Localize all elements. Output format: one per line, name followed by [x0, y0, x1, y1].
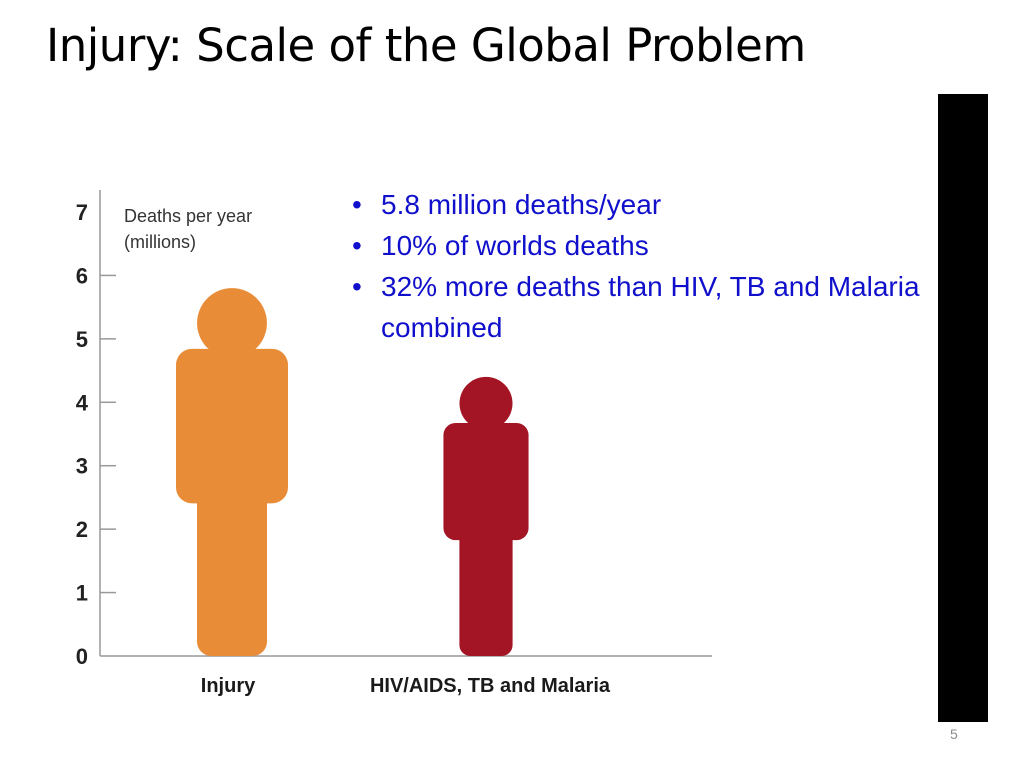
figure-torso [176, 348, 288, 504]
y-tick-label: 4 [76, 390, 89, 415]
page-number: 5 [950, 726, 958, 742]
bullet-item: • 32% more deaths than HIV, TB and Malari… [352, 266, 936, 348]
x-category-label: HIV/AIDS, TB and Malaria [370, 675, 611, 697]
bullet-text: 10% of worlds deaths [381, 230, 649, 261]
y-axis-title-line: (millions) [124, 232, 196, 252]
bullet-marker: • [352, 271, 362, 302]
y-tick-label: 0 [76, 644, 88, 669]
y-tick-label: 3 [76, 454, 88, 479]
y-axis-title-line: Deaths per year [124, 206, 252, 226]
y-tick-label: 2 [76, 517, 88, 542]
bullet-item: • 5.8 million deaths/year [352, 184, 936, 225]
key-facts-list: • 5.8 million deaths/year • 10% of worlds d… [352, 184, 936, 348]
y-tick-label: 7 [76, 200, 88, 225]
bullet-item: • 10% of worlds deaths [352, 225, 936, 266]
bullet-text: 5.8 million deaths/year [381, 189, 662, 220]
figure-legs [197, 487, 267, 656]
bullet-marker: • [352, 230, 362, 261]
figure-head [197, 288, 267, 359]
figure-head [459, 376, 513, 430]
y-tick-label: 6 [76, 263, 88, 288]
bullet-marker: • [352, 189, 362, 220]
y-tick-label: 1 [76, 581, 88, 606]
y-tick-label: 5 [76, 327, 88, 352]
bullet-text: 32% more deaths than HIV, TB and Malaria… [381, 271, 920, 343]
deaths-pictograph-chart: 0 1 2 3 4 5 6 7 Deaths per year (millions) Injury H… [76, 190, 712, 697]
x-category-label: Injury [201, 675, 256, 697]
figure-torso [443, 422, 529, 541]
side-black-bar [938, 94, 988, 722]
figure-legs [459, 528, 513, 656]
slide-title: Injury: Scale of the Global Problem [46, 19, 806, 72]
